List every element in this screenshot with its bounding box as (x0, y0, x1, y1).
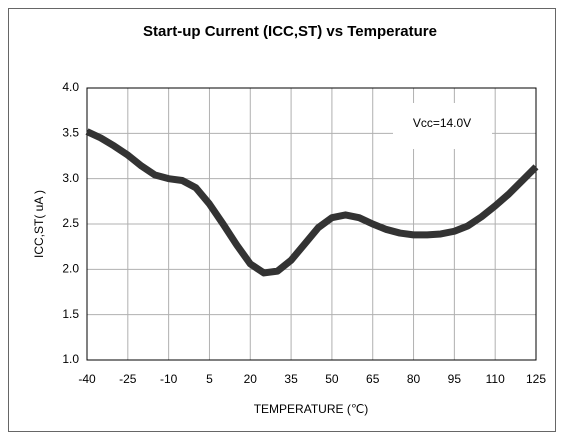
x-tick-label: -25 (119, 372, 137, 386)
chart-title: Start-up Current (ICC,ST) vs Temperature (143, 23, 437, 40)
y-tick-label: 1.5 (62, 307, 79, 321)
x-tick-label: 50 (325, 372, 339, 386)
x-tick-label: 110 (486, 372, 505, 386)
x-tick-label: 65 (366, 372, 380, 386)
annotation-box (393, 103, 492, 149)
y-tick-label: 2.5 (62, 216, 79, 230)
y-tick-label: 3.0 (62, 171, 79, 185)
x-tick-label: -10 (160, 372, 178, 386)
x-tick-label: 35 (284, 372, 298, 386)
x-tick-label: -40 (78, 372, 96, 386)
y-tick-label: 3.5 (62, 126, 79, 140)
x-tick-label: 80 (407, 372, 421, 386)
x-axis-label: TEMPERATURE (℃) (254, 402, 369, 416)
annotation: Vcc=14.0V (413, 116, 471, 130)
x-tick-label: 95 (448, 372, 462, 386)
x-tick-label: 5 (206, 372, 213, 386)
plot-border (86, 87, 537, 361)
x-tick-label: 125 (526, 372, 546, 386)
frame (8, 8, 556, 432)
y-tick-label: 2.0 (62, 262, 79, 276)
y-tick-label: 4.0 (62, 80, 79, 94)
data-line (85, 128, 539, 277)
y-axis-label: ICC,ST( uA ) (32, 190, 46, 258)
x-tick-label: 20 (244, 372, 258, 386)
y-tick-label: 1.0 (62, 352, 79, 366)
